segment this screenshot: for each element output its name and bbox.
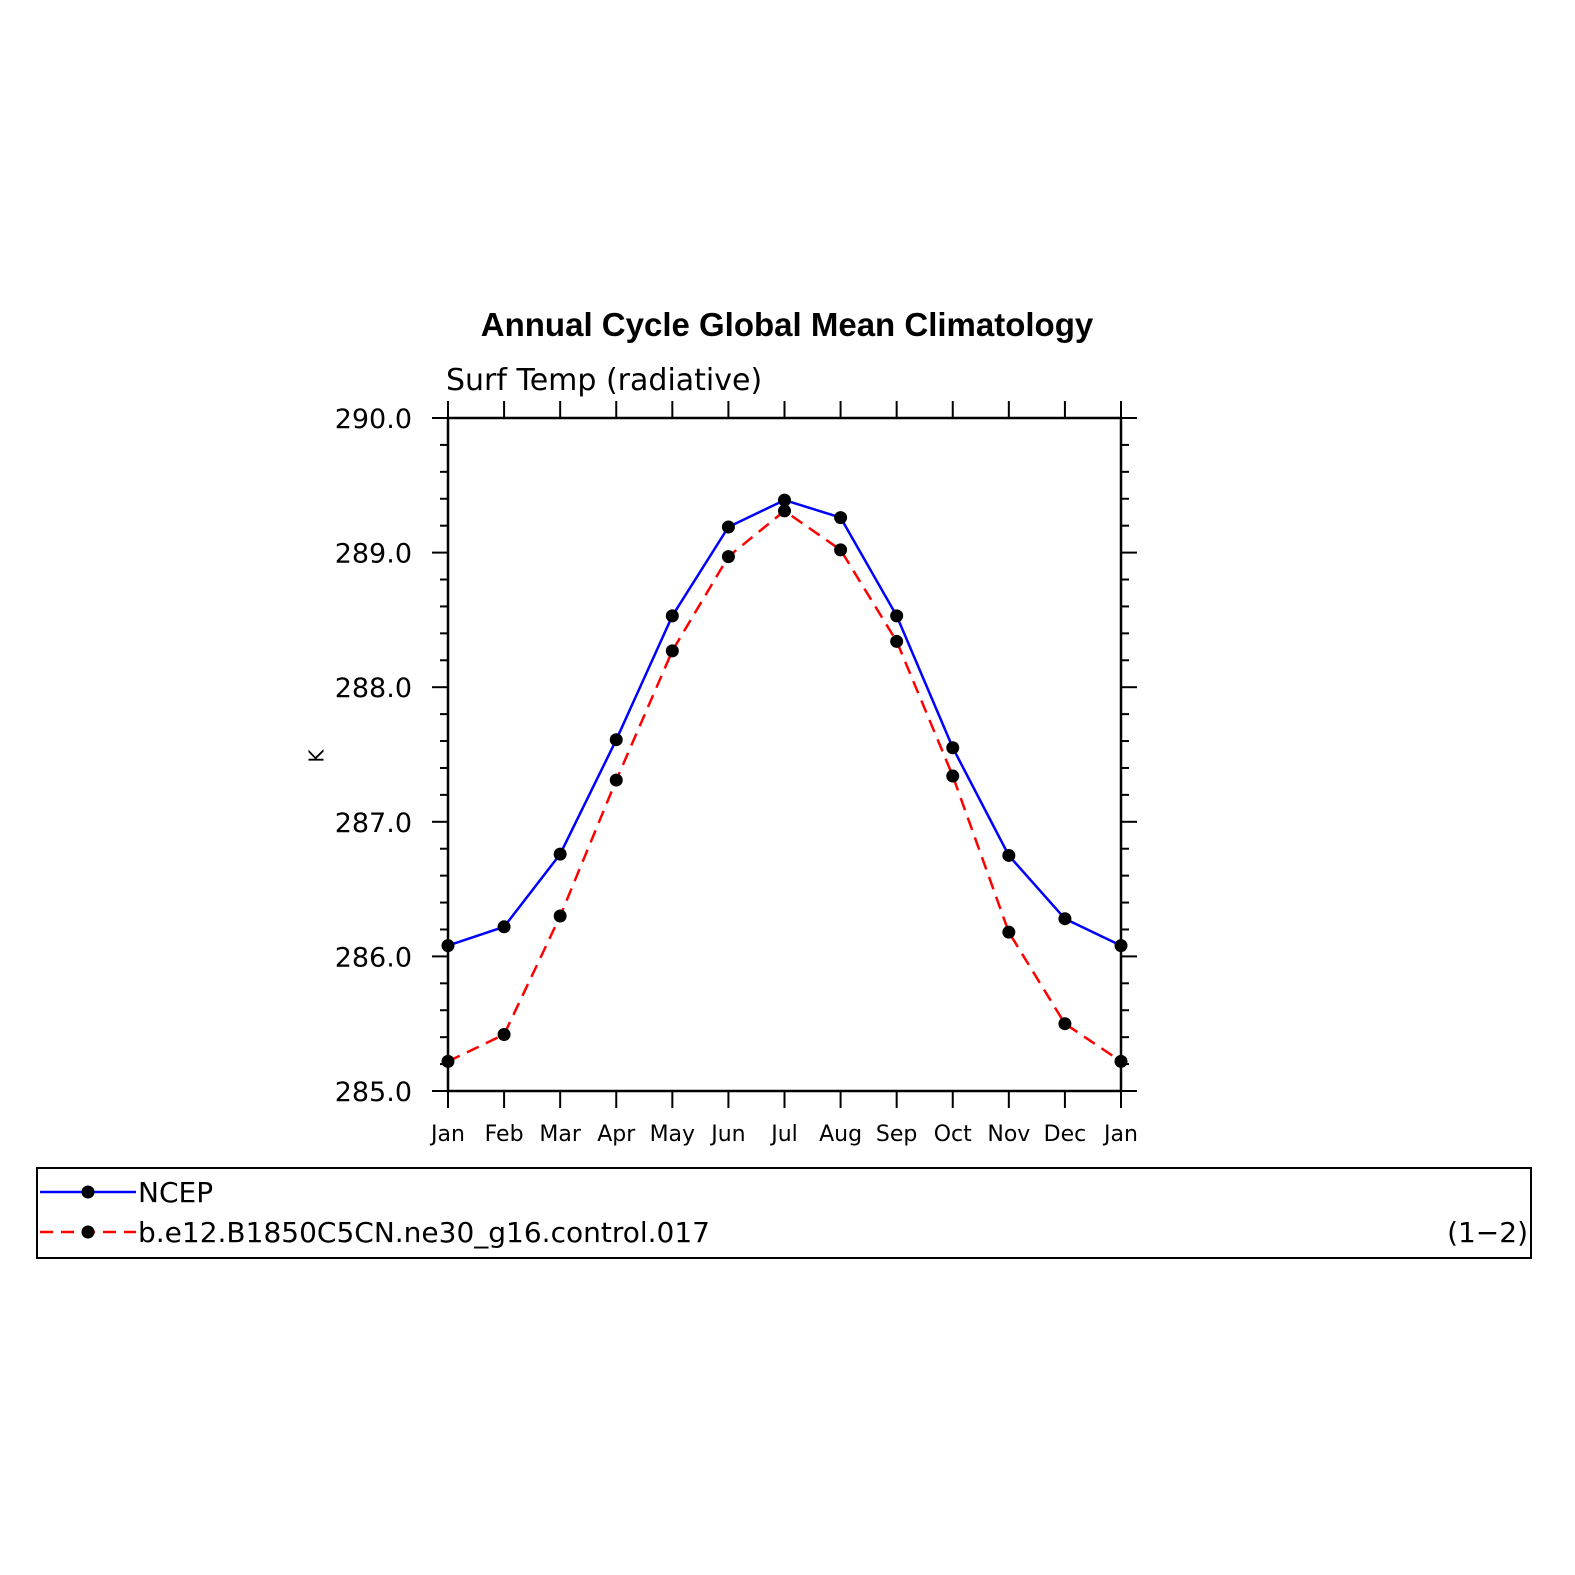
y-tick-label: 290.0 — [335, 404, 412, 435]
series-line-1 — [447, 498, 1122, 947]
legend: NCEP b.e12.B1850C5CN.ne30_g16.control.017… — [36, 1167, 1532, 1259]
axes: 285.0 286.0 287.0 288.0 289.0 290.0 Jan Feb Mar A… — [335, 401, 1138, 1147]
chart-title: Annual Cycle Global Mean Climatology — [481, 306, 1094, 343]
data-point-series-1 — [946, 741, 960, 755]
legend-marker-2 — [81, 1225, 95, 1239]
data-point-series-1 — [497, 920, 511, 934]
data-point-series-2 — [1058, 1017, 1072, 1031]
data-point-series-1 — [890, 609, 904, 623]
x-tick-label: Oct — [934, 1122, 972, 1147]
y-tick-label: 285.0 — [335, 1077, 412, 1108]
data-point-series-1 — [1058, 912, 1072, 926]
x-tick-label: Nov — [987, 1122, 1030, 1147]
x-tick-label: Feb — [485, 1122, 524, 1147]
data-point-series-2 — [497, 1027, 511, 1041]
data-point-series-2 — [1114, 1054, 1128, 1068]
y-axis-label: K — [305, 749, 329, 763]
data-point-series-1 — [553, 847, 567, 861]
data-point-series-2 — [1002, 925, 1016, 939]
panel-label: (1−2) — [1447, 1216, 1528, 1249]
data-point-series-2 — [778, 504, 791, 518]
plot-frame — [446, 416, 1123, 1093]
y-tick-label: 286.0 — [335, 942, 412, 973]
data-point-series-1 — [1002, 848, 1016, 862]
data-point-series-2 — [721, 550, 735, 564]
data-point-series-2 — [553, 909, 567, 923]
x-tick-label: Jan — [1102, 1122, 1138, 1147]
data-point-series-1 — [1114, 939, 1128, 953]
series-line-2 — [447, 509, 1122, 1063]
legend-label-1: NCEP — [138, 1176, 213, 1209]
y-tick-label: 289.0 — [335, 539, 412, 570]
data-point-series-1 — [834, 511, 848, 525]
legend-label-2: b.e12.B1850C5CN.ne30_g16.control.017 — [138, 1216, 710, 1249]
x-tick-label: Aug — [819, 1122, 862, 1147]
data-point-series-2 — [609, 773, 623, 787]
x-tick-label: Jan — [429, 1122, 465, 1147]
x-tick-label: Dec — [1044, 1122, 1087, 1147]
data-point-series-1 — [778, 493, 791, 507]
legend-box — [36, 1167, 1532, 1259]
data-point-series-2 — [665, 644, 679, 658]
data-point-series-1 — [665, 609, 679, 623]
legend-marker-1 — [81, 1185, 95, 1199]
series-group — [441, 493, 1128, 1068]
data-point-series-2 — [441, 1054, 455, 1068]
data-point-series-1 — [441, 939, 455, 953]
data-point-series-1 — [721, 520, 735, 534]
y-tick-label: 287.0 — [335, 808, 412, 839]
data-point-series-2 — [834, 543, 848, 557]
x-tick-label: Apr — [597, 1122, 636, 1147]
x-tick-label: Mar — [539, 1122, 581, 1147]
x-tick-label: May — [650, 1122, 695, 1147]
data-point-series-1 — [609, 733, 623, 747]
data-point-series-2 — [946, 769, 960, 783]
x-tick-label: Jun — [709, 1122, 745, 1147]
x-tick-label: Jul — [769, 1122, 798, 1147]
y-tick-label: 288.0 — [335, 673, 412, 704]
chart-subtitle: Surf Temp (radiative) — [446, 363, 762, 398]
data-point-series-2 — [890, 634, 904, 648]
x-tick-label: Sep — [876, 1122, 917, 1147]
